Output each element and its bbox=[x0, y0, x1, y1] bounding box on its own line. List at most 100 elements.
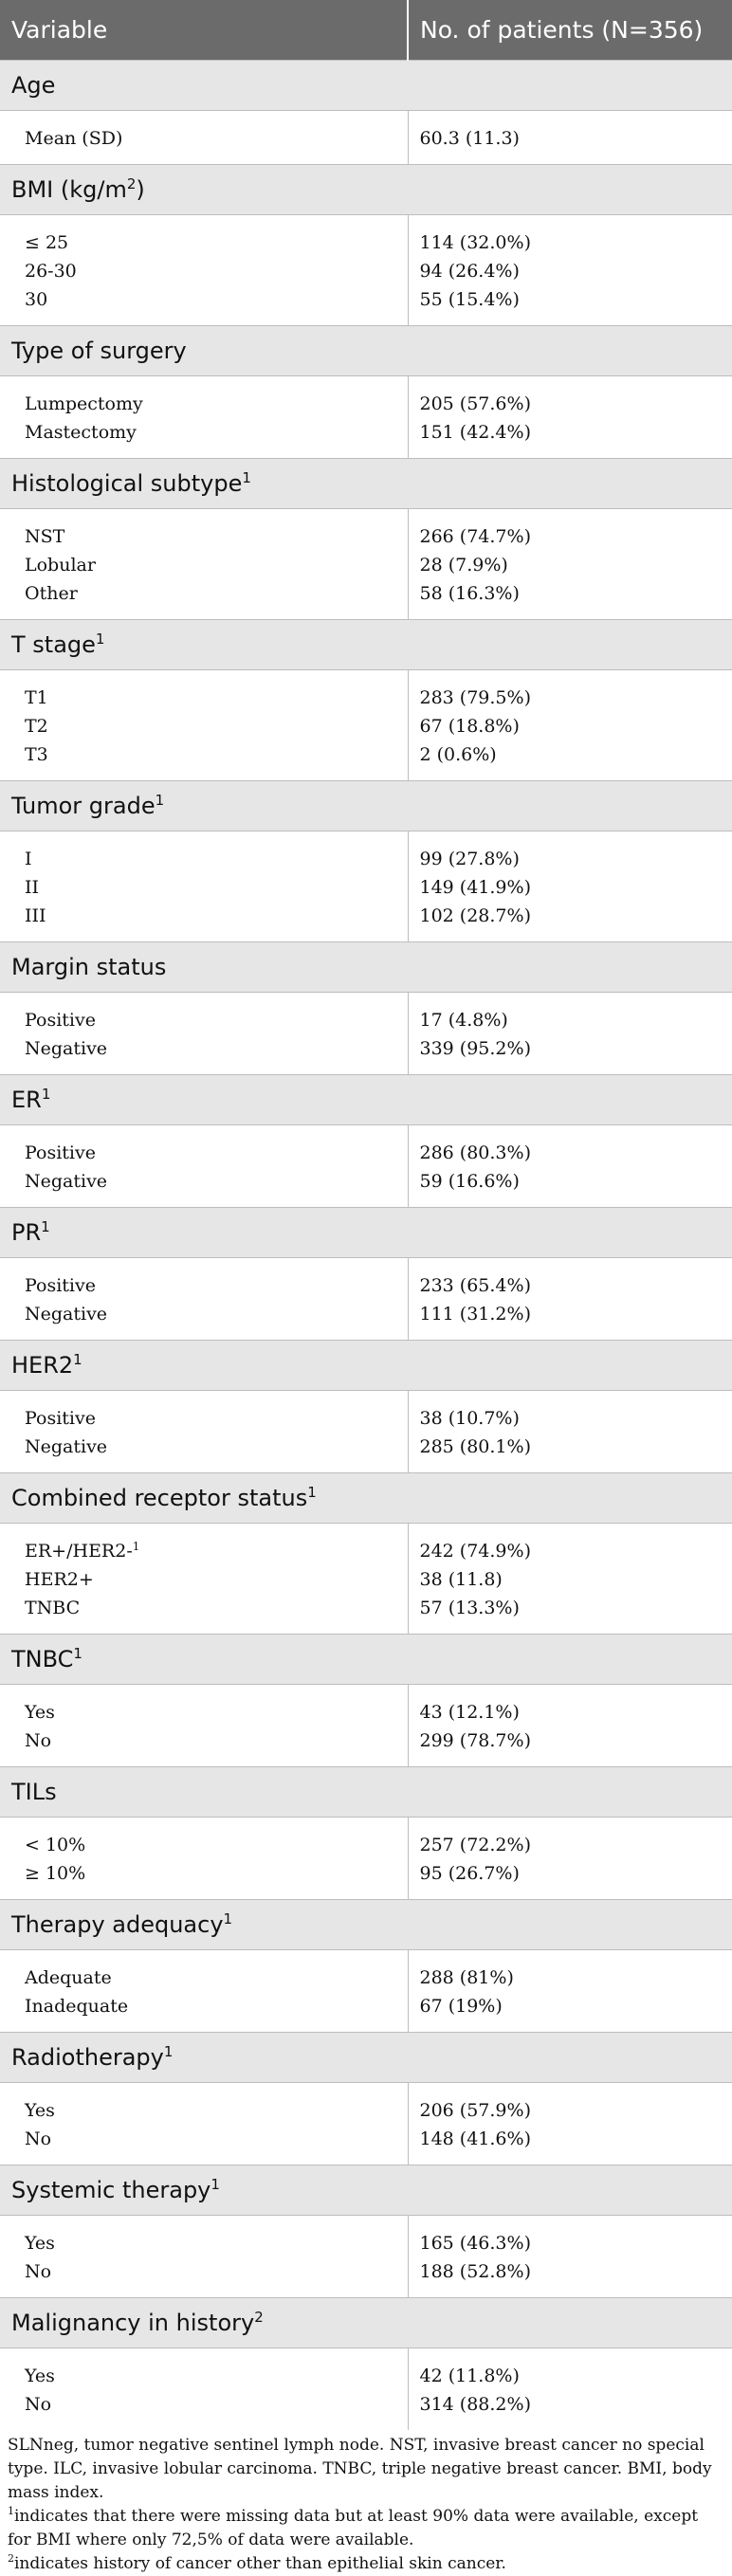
category-cell: I II III bbox=[0, 831, 409, 942]
category-cell: Mean (SD) bbox=[0, 110, 409, 165]
patient-count: 299 (78.7%) bbox=[419, 1730, 532, 1751]
footnote-1-text: indicates that there were missing data b… bbox=[8, 2507, 699, 2549]
section-title-suffix: ) bbox=[136, 176, 145, 203]
section-title-superscript: 1 bbox=[73, 1645, 82, 1662]
section-data-row: < 10% ≥ 10% 257 (72.2%) 95 (26.7%) bbox=[0, 1817, 732, 1900]
section-title-superscript: 1 bbox=[210, 2176, 220, 2193]
section-title-superscript: 1 bbox=[41, 1218, 50, 1235]
section-title: TILs bbox=[0, 1766, 732, 1818]
category-text: Negative bbox=[25, 1038, 108, 1059]
category-text: HER2+ bbox=[25, 1569, 94, 1590]
category-text: Negative bbox=[25, 1171, 108, 1192]
section-title-superscript: 2 bbox=[254, 2309, 264, 2326]
section-title: Systemic therapy1 bbox=[0, 2165, 732, 2216]
category-label: II bbox=[25, 873, 407, 902]
category-cell: ≤ 25 26-30 30 bbox=[0, 214, 409, 326]
section-header-row: ER1 bbox=[0, 1074, 732, 1125]
patient-count: 314 (88.2%) bbox=[419, 2394, 532, 2415]
patient-count: 151 (42.4%) bbox=[419, 422, 532, 443]
section-title-text: BMI (kg/m bbox=[11, 176, 127, 203]
section-title-text: Age bbox=[11, 72, 56, 99]
section-data-row: Adequate Inadequate 288 (81%) 67 (19%) bbox=[0, 1949, 732, 2033]
patient-count: 58 (16.3%) bbox=[419, 583, 520, 604]
section-title-text: Malignancy in history bbox=[11, 2310, 255, 2336]
section-title-text: T stage bbox=[11, 631, 96, 658]
section-title: Therapy adequacy1 bbox=[0, 1899, 732, 1950]
category-text: Mastectomy bbox=[25, 422, 137, 443]
category-text: TNBC bbox=[25, 1598, 81, 1618]
section-data-row: I II III 99 (27.8%) 149 (41.9%) 102 (28.7%) bbox=[0, 831, 732, 942]
category-cell: Yes No bbox=[0, 2082, 409, 2165]
section-title-text: TILs bbox=[11, 1779, 57, 1805]
category-text: II bbox=[25, 877, 40, 898]
category-superscript: 1 bbox=[132, 1540, 140, 1553]
category-label: I bbox=[25, 845, 407, 873]
category-text: Yes bbox=[25, 1702, 55, 1723]
count-cell: 206 (57.9%) 148 (41.6%) bbox=[408, 2083, 732, 2165]
category-cell: Positive Negative bbox=[0, 1124, 409, 1208]
category-text: Other bbox=[25, 583, 78, 604]
count-cell: 288 (81%) 67 (19%) bbox=[408, 1950, 732, 2033]
category-text: Mean (SD) bbox=[25, 128, 123, 149]
footnote-1: 1indicates that there were missing data … bbox=[8, 2505, 724, 2552]
section-header-row: Type of surgery bbox=[0, 325, 732, 376]
category-text: ≤ 25 bbox=[25, 232, 69, 253]
patient-count: 99 (27.8%) bbox=[419, 849, 520, 869]
category-label: Lumpectomy bbox=[25, 390, 407, 418]
category-label: Yes bbox=[25, 2362, 407, 2390]
section-data-row: Positive Negative 38 (10.7%) 285 (80.1%) bbox=[0, 1390, 732, 1473]
patient-count: 28 (7.9%) bbox=[419, 555, 508, 575]
section-title-text: Margin status bbox=[11, 954, 167, 980]
patient-count: 114 (32.0%) bbox=[419, 232, 532, 253]
header-variable: Variable bbox=[0, 0, 409, 61]
category-text: Positive bbox=[25, 1408, 96, 1429]
section-header-row: BMI (kg/m2) bbox=[0, 164, 732, 215]
section-title-superscript: 1 bbox=[163, 2043, 174, 2060]
patient-count: 2 (0.6%) bbox=[419, 744, 497, 765]
patient-count: 339 (95.2%) bbox=[419, 1038, 532, 1059]
category-cell: Lumpectomy Mastectomy bbox=[0, 375, 409, 459]
category-label: ≥ 10% bbox=[25, 1859, 407, 1888]
table-footnotes: SLNneg, tumor negative sentinel lymph no… bbox=[0, 2430, 732, 2576]
section-header-row: T stage1 bbox=[0, 619, 732, 670]
section-data-row: T1 T2 T3 283 (79.5%) 67 (18.8%) 2 (0.6%) bbox=[0, 669, 732, 781]
patient-count: 286 (80.3%) bbox=[419, 1142, 532, 1163]
category-label: No bbox=[25, 2257, 407, 2286]
category-text: No bbox=[25, 2261, 52, 2282]
footnote-2: 2indicates history of cancer other than … bbox=[8, 2552, 724, 2576]
header-patients: No. of patients (N=356) bbox=[408, 0, 732, 61]
section-header-row: Malignancy in history2 bbox=[0, 2297, 732, 2348]
patient-count: 67 (19%) bbox=[419, 1996, 503, 2017]
category-label: NST bbox=[25, 522, 407, 551]
category-text: T3 bbox=[25, 744, 48, 765]
category-label: ≤ 25 bbox=[25, 228, 407, 257]
section-title: Radiotherapy1 bbox=[0, 2032, 732, 2083]
category-text: Yes bbox=[25, 2100, 55, 2121]
section-title: HER21 bbox=[0, 1340, 732, 1391]
count-cell: 99 (27.8%) 149 (41.9%) 102 (28.7%) bbox=[408, 831, 732, 942]
count-cell: 286 (80.3%) 59 (16.6%) bbox=[408, 1125, 732, 1208]
section-header-row: Systemic therapy1 bbox=[0, 2165, 732, 2216]
count-cell: 43 (12.1%) 299 (78.7%) bbox=[408, 1685, 732, 1767]
category-text: Negative bbox=[25, 1304, 108, 1325]
section-title-text: Histological subtype bbox=[11, 470, 243, 497]
section-header-row: Margin status bbox=[0, 941, 732, 993]
category-cell: Yes No bbox=[0, 2348, 409, 2430]
section-title-text: HER2 bbox=[11, 1352, 74, 1379]
patient-count: 288 (81%) bbox=[419, 1967, 514, 1988]
patient-count: 257 (72.2%) bbox=[419, 1835, 532, 1855]
category-text: Positive bbox=[25, 1275, 96, 1296]
section-title-text: TNBC bbox=[11, 1646, 74, 1672]
category-text: < 10% bbox=[25, 1835, 86, 1855]
section-title-text: ER bbox=[11, 1087, 42, 1113]
category-cell: ER+/HER2-1 HER2+ TNBC bbox=[0, 1523, 409, 1635]
section-title: Malignancy in history2 bbox=[0, 2297, 732, 2348]
section-title-superscript: 2 bbox=[126, 175, 137, 192]
patient-count: 206 (57.9%) bbox=[419, 2100, 532, 2121]
count-cell: 17 (4.8%) 339 (95.2%) bbox=[408, 993, 732, 1075]
section-title-text: PR bbox=[11, 1219, 42, 1246]
patient-count: 57 (13.3%) bbox=[419, 1598, 520, 1618]
category-label: T1 bbox=[25, 684, 407, 712]
category-label: Mastectomy bbox=[25, 418, 407, 447]
section-title-superscript: 1 bbox=[223, 1910, 233, 1927]
